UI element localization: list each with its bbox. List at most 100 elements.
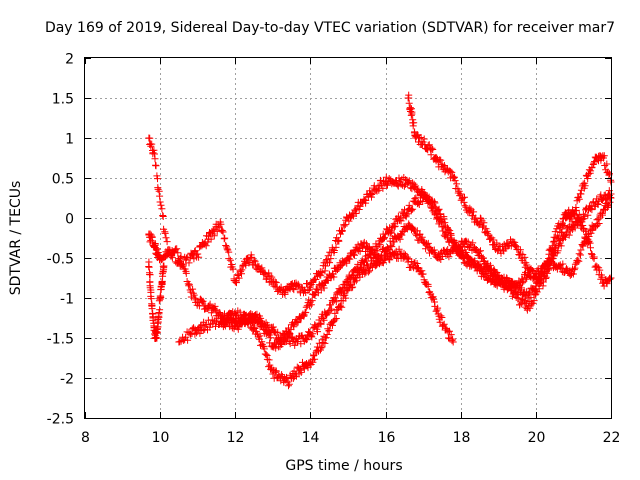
data-point-trace [322, 257, 330, 265]
data-point-trace [530, 297, 538, 305]
data-point-trace [427, 151, 435, 159]
data-point-trace [294, 280, 302, 288]
data-point-trace [576, 218, 584, 226]
data-point-trace [447, 230, 455, 237]
data-point-trace [349, 283, 357, 291]
data-point-trace [461, 202, 469, 210]
data-point-trace [155, 310, 163, 318]
x-tick-label: 10 [152, 430, 170, 446]
data-point-trace [604, 202, 612, 210]
data-point-trace [312, 276, 320, 283]
data-point-trace [235, 274, 243, 282]
data-point-trace [268, 273, 276, 281]
data-point-trace [382, 173, 390, 181]
data-point [419, 238, 427, 246]
data-point-trace [351, 251, 358, 259]
data-point [374, 242, 382, 250]
data-point-trace [269, 323, 277, 331]
data-point-trace [352, 210, 360, 217]
data-point-trace [226, 256, 234, 264]
data-point-trace [402, 211, 410, 219]
data-point-trace [274, 328, 282, 336]
data-point-trace [221, 320, 229, 328]
data-point-trace [266, 272, 274, 280]
data-point-trace [587, 205, 595, 213]
data-point [449, 338, 457, 346]
data-point-trace [551, 244, 559, 252]
data-point-trace [448, 337, 456, 345]
data-point-trace [213, 227, 221, 235]
data-point-trace [470, 208, 478, 216]
data-point-trace [388, 227, 395, 235]
data-point-trace [435, 205, 443, 213]
data-point-trace [288, 281, 295, 288]
data-point-trace [579, 222, 587, 229]
data-point [156, 198, 164, 206]
data-point-trace [211, 302, 219, 310]
data-point-trace [405, 201, 413, 209]
data-point [201, 322, 209, 330]
data-point-trace [330, 247, 338, 254]
data-point-trace [469, 259, 477, 266]
data-point-trace [587, 244, 594, 252]
data-point-trace [449, 335, 457, 343]
data-point-trace [446, 227, 454, 235]
data-point-trace [358, 244, 366, 252]
data-point [585, 238, 592, 246]
plot-frame [84, 57, 612, 419]
data-point-trace [545, 265, 553, 273]
data-point-trace [241, 260, 249, 268]
data-point-trace [599, 211, 606, 219]
x-axis-label: GPS time / hours [285, 458, 402, 474]
data-point-trace [480, 219, 488, 227]
data-point-trace [558, 228, 566, 236]
data-point-trace [407, 111, 415, 119]
data-point-trace [148, 301, 156, 309]
data-point-trace [527, 265, 535, 273]
data-point-trace [267, 365, 274, 373]
data-point-trace [463, 255, 471, 263]
data-point-trace [197, 296, 205, 304]
x-tick-label: 18 [453, 430, 471, 446]
data-point-trace [254, 318, 262, 326]
data-point-trace [156, 192, 164, 200]
data-point-trace [338, 227, 346, 235]
data-point-trace [178, 260, 186, 268]
data-point-trace [429, 146, 437, 153]
data-point-trace [173, 245, 181, 253]
data-point-trace [398, 231, 406, 239]
data-point-trace [179, 262, 187, 270]
data-point-trace [575, 257, 583, 265]
data-point-trace [158, 280, 166, 288]
data-point-trace [264, 330, 272, 338]
data-point-trace [161, 229, 169, 237]
data-point [374, 182, 382, 190]
data-point-trace [331, 294, 339, 302]
data-point-trace [544, 262, 552, 270]
data-point-trace [313, 285, 321, 293]
data-point-trace [555, 235, 563, 243]
data-point-trace [418, 233, 426, 241]
data-point-trace [342, 294, 350, 302]
data-point-trace [575, 250, 583, 258]
data-point-trace [413, 232, 421, 240]
data-point-trace [521, 253, 529, 261]
data-point [209, 230, 217, 238]
x-tick-label: 20 [528, 430, 546, 446]
data-point-trace [436, 254, 444, 262]
data-point-trace [362, 197, 370, 204]
data-point-trace [281, 338, 289, 346]
data-point-trace [328, 305, 336, 313]
data-point-trace [206, 300, 214, 308]
data-point [562, 230, 570, 238]
data-point-trace [162, 234, 170, 242]
data-point-trace [575, 214, 583, 222]
data-point-trace [311, 321, 319, 329]
data-point-trace [202, 242, 210, 250]
data-point-trace [387, 242, 395, 250]
data-point-trace [461, 193, 468, 201]
data-point-trace [316, 319, 324, 327]
data-point-trace [448, 236, 456, 244]
data-point-trace [437, 256, 445, 263]
